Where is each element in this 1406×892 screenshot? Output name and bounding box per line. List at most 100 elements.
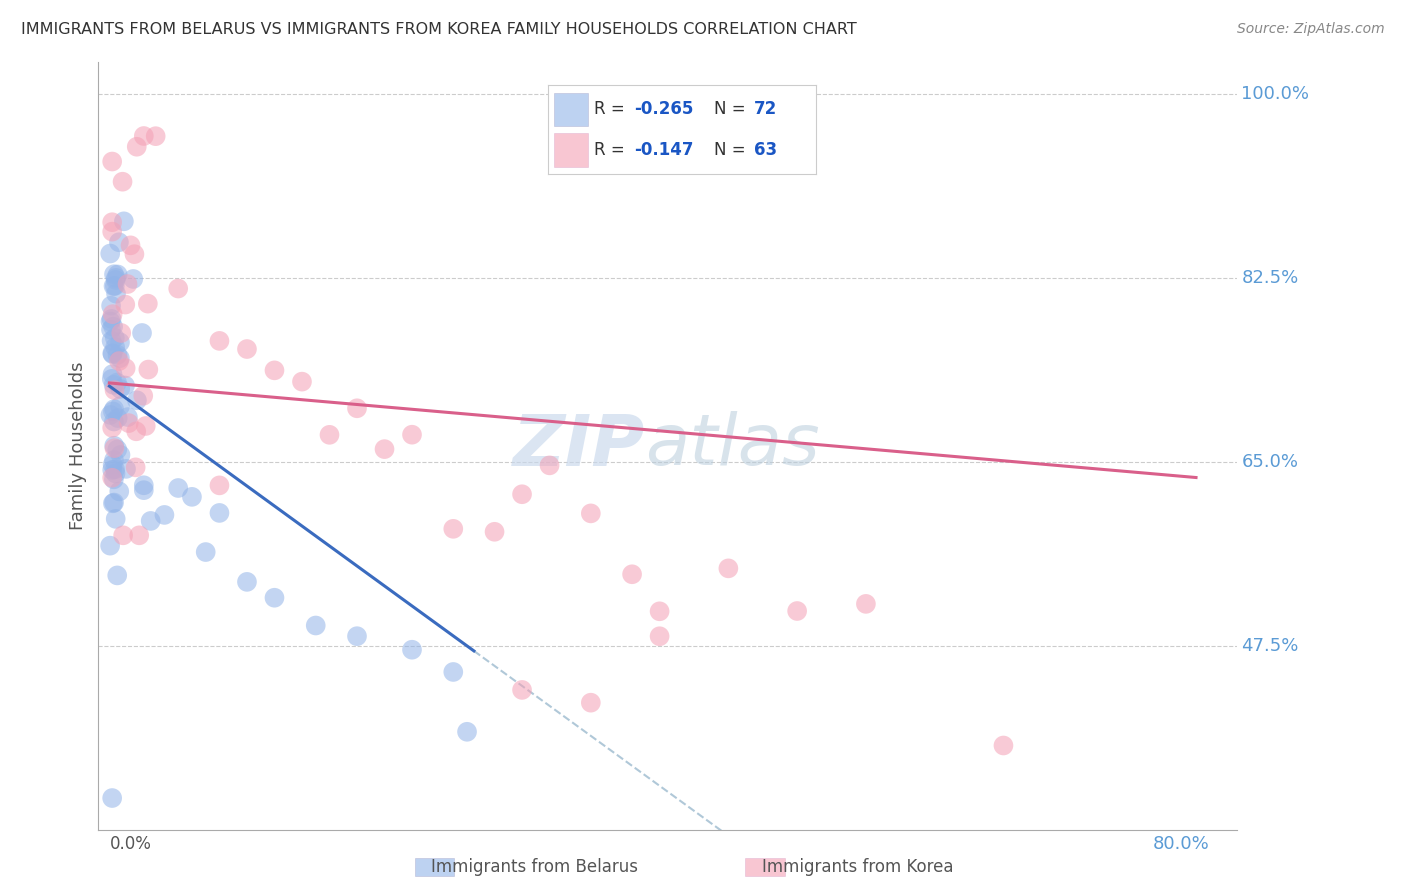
Point	[128, 528, 150, 542]
Point	[484, 524, 506, 539]
Point	[104, 512, 127, 526]
Point	[101, 421, 124, 435]
Point	[101, 215, 124, 229]
Point	[104, 340, 127, 354]
Point	[401, 427, 423, 442]
Point	[579, 507, 602, 521]
Point	[107, 411, 129, 425]
Point	[108, 399, 131, 413]
Point	[236, 574, 259, 589]
Point	[108, 351, 131, 366]
Point	[100, 334, 122, 348]
Point	[101, 346, 124, 360]
Point	[401, 642, 423, 657]
Point	[125, 393, 148, 408]
Point	[167, 281, 190, 295]
Point	[441, 522, 464, 536]
Point	[104, 467, 127, 481]
Point	[786, 604, 808, 618]
Point	[208, 334, 231, 348]
Text: 65.0%: 65.0%	[1241, 453, 1298, 471]
Point	[101, 225, 124, 239]
Point	[181, 490, 204, 504]
Point	[510, 682, 533, 697]
Point	[118, 416, 141, 430]
Point	[114, 297, 136, 311]
Text: IMMIGRANTS FROM BELARUS VS IMMIGRANTS FROM KOREA FAMILY HOUSEHOLDS CORRELATION C: IMMIGRANTS FROM BELARUS VS IMMIGRANTS FR…	[21, 22, 856, 37]
Point	[115, 462, 138, 476]
Text: Immigrants from Belarus: Immigrants from Belarus	[430, 858, 638, 876]
Text: Source: ZipAtlas.com: Source: ZipAtlas.com	[1237, 22, 1385, 37]
Point	[105, 286, 128, 301]
Point	[105, 568, 128, 582]
Text: Immigrants from Korea: Immigrants from Korea	[762, 858, 953, 876]
Point	[100, 323, 122, 337]
Point	[101, 471, 124, 485]
Point	[579, 696, 602, 710]
Point	[145, 129, 167, 144]
Point	[136, 296, 159, 310]
Text: atlas: atlas	[645, 411, 820, 481]
Point	[104, 331, 127, 345]
Point	[108, 484, 131, 499]
Point	[103, 383, 125, 397]
Point	[101, 367, 124, 381]
Point	[101, 307, 124, 321]
Point	[100, 312, 122, 326]
Text: 80.0%: 80.0%	[1153, 835, 1209, 853]
Point	[648, 629, 671, 643]
Point	[108, 354, 131, 368]
Point	[110, 448, 132, 462]
Text: 100.0%: 100.0%	[1241, 85, 1309, 103]
Y-axis label: Family Households: Family Households	[69, 362, 87, 530]
Point	[373, 442, 395, 457]
Point	[291, 375, 314, 389]
Point	[112, 214, 135, 228]
Point	[100, 299, 122, 313]
Point	[101, 791, 124, 805]
Point	[103, 377, 125, 392]
Point	[621, 567, 644, 582]
Point	[114, 378, 136, 392]
Point	[103, 453, 125, 467]
Point	[456, 724, 478, 739]
Point	[117, 410, 139, 425]
Point	[110, 326, 132, 340]
Point	[124, 247, 146, 261]
Point	[153, 508, 176, 522]
Point	[107, 348, 129, 362]
Point	[263, 363, 285, 377]
Point	[104, 271, 127, 285]
Point	[104, 462, 127, 476]
Text: ZIP: ZIP	[513, 411, 645, 481]
Point	[101, 347, 124, 361]
Point	[103, 415, 125, 429]
Point	[305, 618, 328, 632]
Point	[124, 460, 146, 475]
Point	[100, 314, 122, 328]
Point	[346, 401, 368, 416]
Point	[103, 472, 125, 486]
Point	[135, 419, 157, 434]
Point	[112, 528, 135, 542]
Point	[101, 496, 124, 510]
Point	[101, 463, 124, 477]
Point	[114, 361, 136, 376]
Point	[107, 268, 129, 282]
Point	[108, 235, 131, 250]
Point	[717, 561, 740, 575]
Point	[132, 128, 155, 143]
Point	[98, 539, 121, 553]
Point	[103, 439, 125, 453]
Point	[993, 739, 1015, 753]
Point	[117, 277, 139, 291]
Point	[103, 279, 125, 293]
Text: 82.5%: 82.5%	[1241, 268, 1299, 287]
Point	[208, 506, 231, 520]
Point	[101, 404, 124, 418]
Point	[103, 441, 125, 455]
Point	[441, 665, 464, 679]
Point	[101, 458, 124, 472]
Point	[104, 273, 127, 287]
Text: 47.5%: 47.5%	[1241, 637, 1299, 655]
